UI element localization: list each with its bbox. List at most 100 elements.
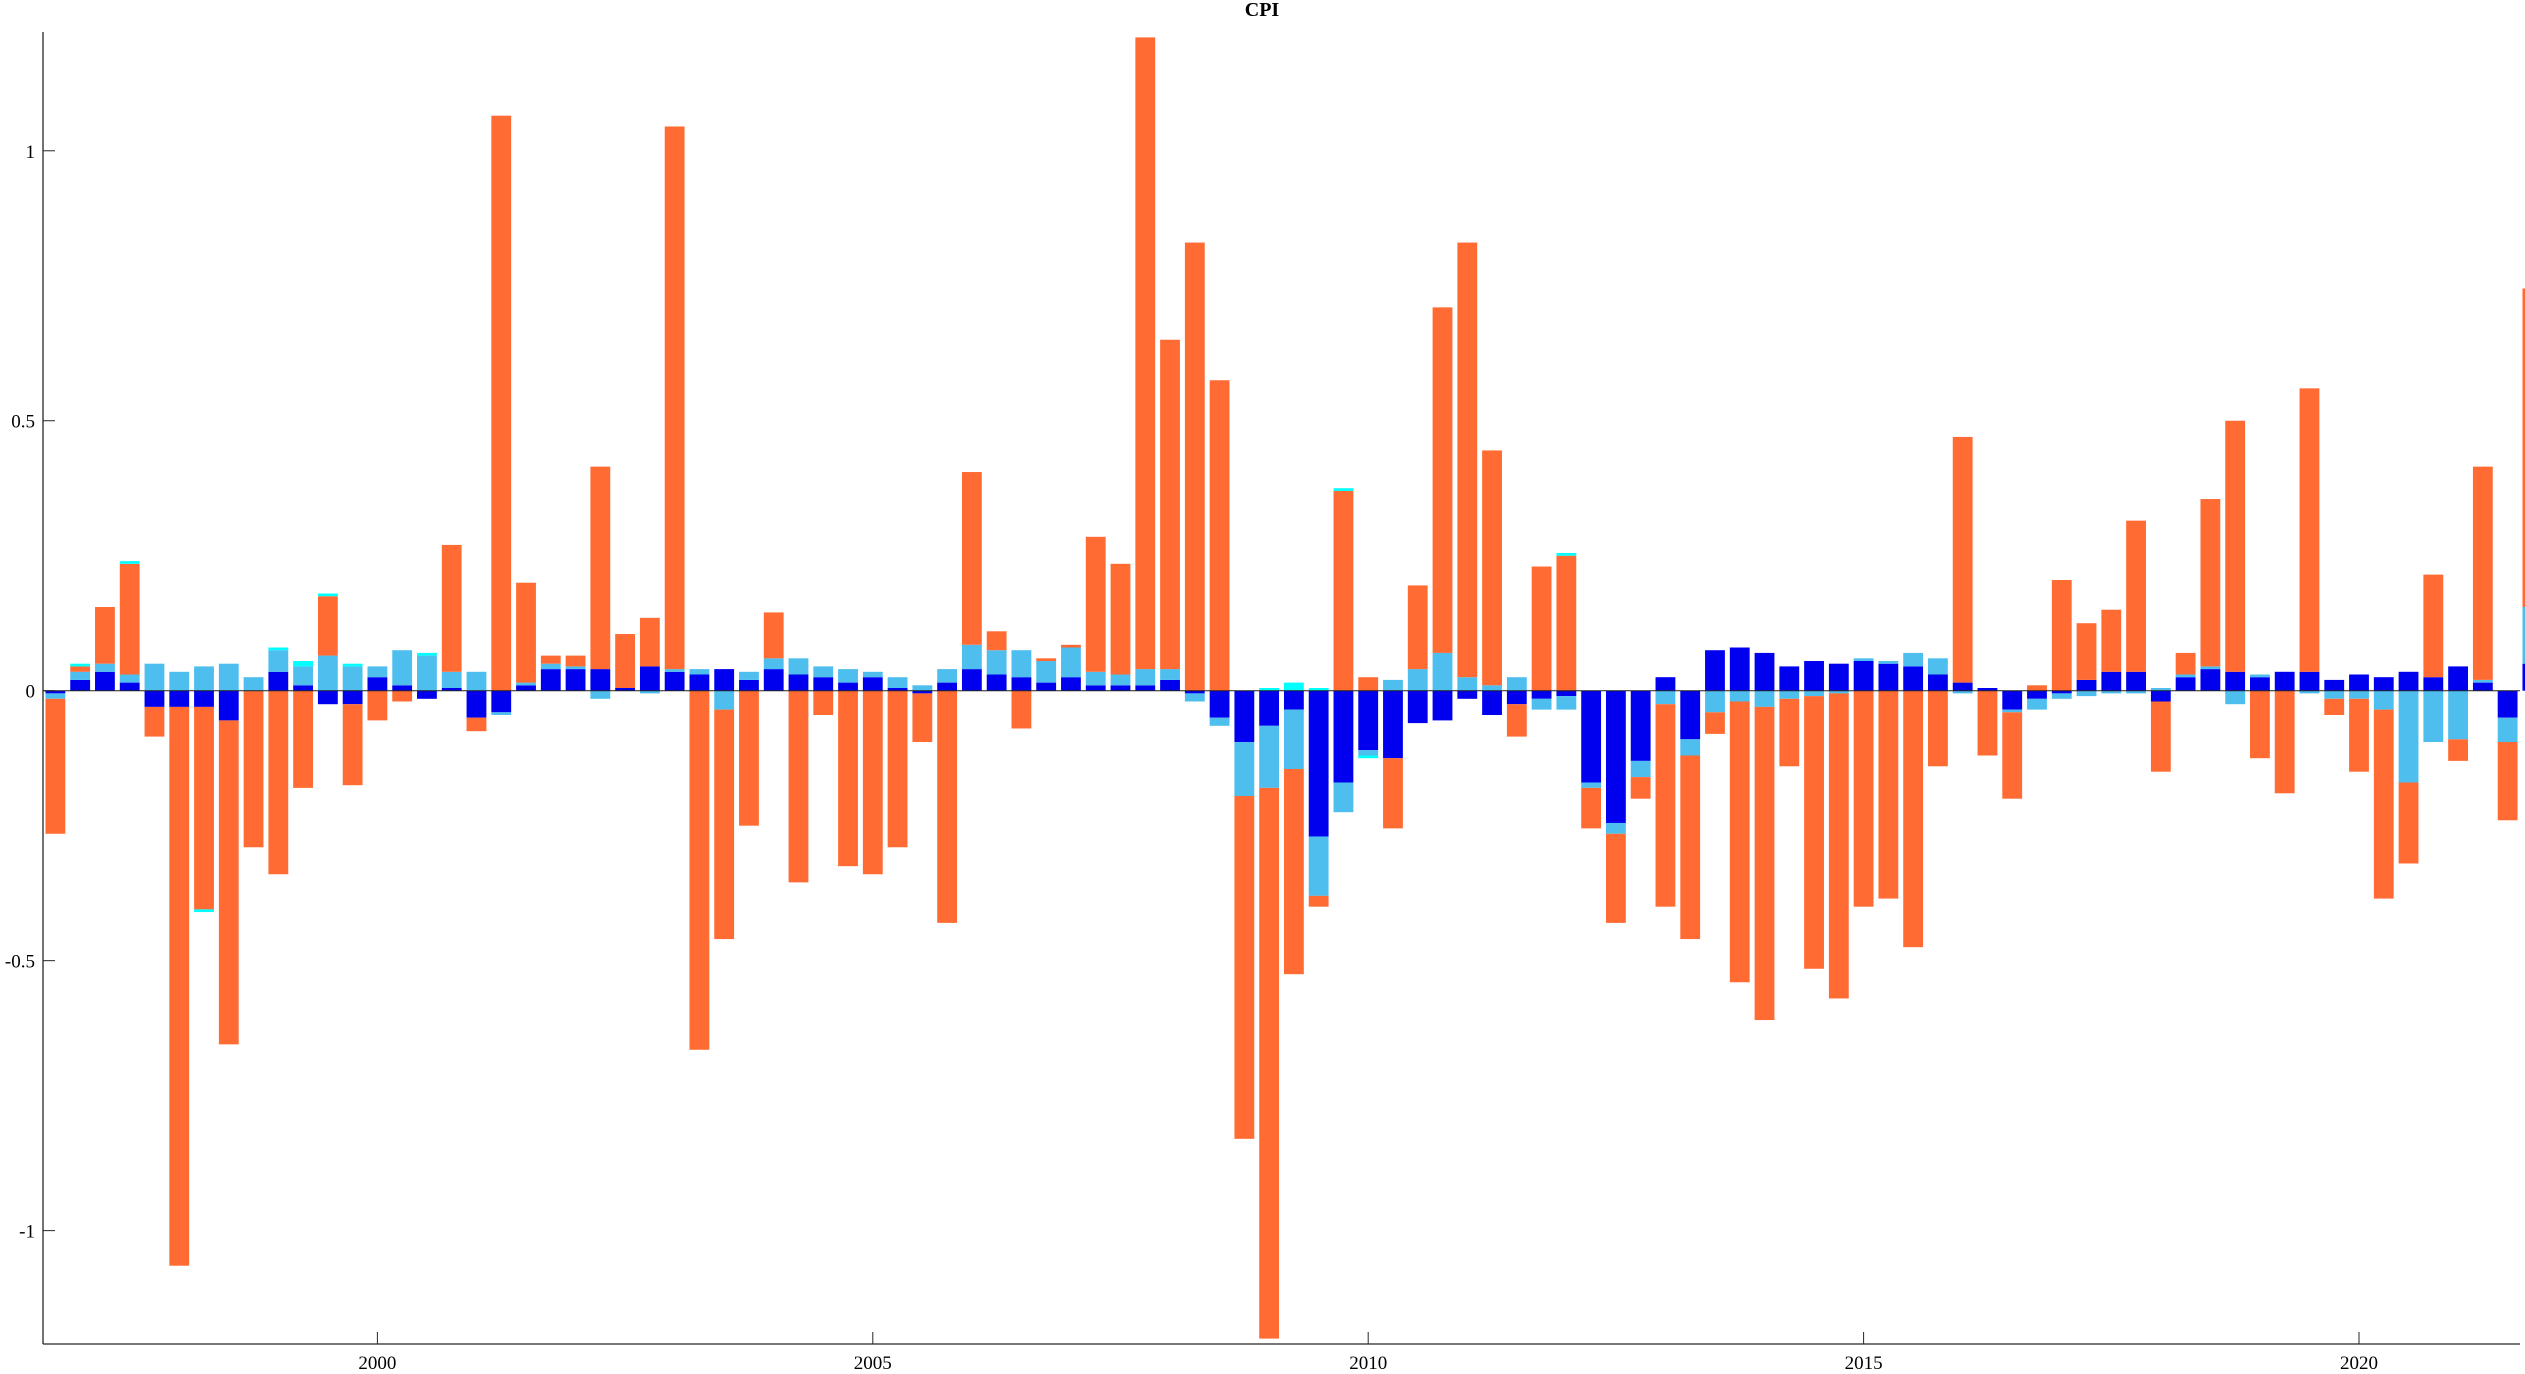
bar-series-2-period-11 [293, 666, 313, 686]
bar-series-2-period-51 [1283, 709, 1304, 769]
bar-series-3-period-29 [739, 690, 759, 826]
bar-series-2-period-65 [1630, 760, 1651, 778]
bar-series-2-period-2 [70, 671, 91, 680]
bar-series-3-period-32 [813, 690, 834, 715]
bar-series-3-period-72 [1804, 696, 1824, 969]
bar-series-1-period-57 [1432, 690, 1453, 721]
bar-series-3-period-2 [70, 666, 91, 672]
bar-series-3-period-19 [491, 115, 512, 691]
bar-series-3-period-14 [367, 690, 388, 721]
bar-series-1-period-7 [194, 690, 214, 707]
x-tick-label: 2015 [1845, 1353, 1883, 1374]
bar-series-1-period-85 [2126, 671, 2146, 691]
bar-series-3-period-93 [2324, 698, 2345, 715]
bar-series-1-period-73 [1828, 663, 1849, 691]
bar-series-1-period-40 [1011, 677, 1032, 691]
bar-series-3-period-24 [615, 634, 636, 688]
y-tick-label: 0 [26, 682, 36, 703]
bar-series-1-period-82 [2051, 690, 2072, 694]
bar-series-2-period-27 [689, 669, 710, 675]
bar-series-1-period-13 [342, 690, 363, 705]
x-tick-label: 2000 [358, 1353, 396, 1374]
bar-series-4-period-12 [317, 593, 338, 597]
bar-series-2-period-22 [565, 666, 586, 670]
bar-series-1-period-53 [1333, 690, 1354, 783]
bar-series-2-period-64 [1605, 822, 1626, 834]
bar-series-3-period-15 [392, 690, 413, 702]
bar-series-2-period-28 [714, 690, 735, 710]
bar-series-1-period-46 [1160, 679, 1180, 691]
bar-series-2-period-60 [1506, 677, 1527, 691]
bar-series-1-period-88 [2200, 669, 2221, 691]
bar-series-3-period-89 [2225, 420, 2246, 672]
bar-series-3-period-75 [1878, 690, 1899, 899]
bar-series-1-period-99 [2472, 682, 2493, 691]
bar-series-3-period-71 [1779, 698, 1800, 767]
bar-series-2-period-74 [1853, 658, 1874, 661]
bar-series-1-period-80 [2002, 690, 2023, 710]
bar-series-2-period-100 [2497, 717, 2518, 742]
bar-series-1-period-67 [1680, 690, 1701, 740]
bar-series-3-period-47 [1184, 242, 1205, 691]
bar-series-1-period-38 [961, 669, 982, 691]
bar-series-1-period-75 [1878, 663, 1899, 691]
bar-series-2-period-85 [2126, 690, 2146, 694]
bar-series-2-period-54 [1358, 750, 1379, 756]
bar-series-3-period-5 [144, 706, 165, 737]
bar-series-3-period-94 [2349, 698, 2369, 772]
bar-series-1-period-83 [2076, 679, 2097, 691]
bar-series-2-period-3 [95, 663, 115, 672]
bar-series-1-period-92 [2299, 671, 2320, 691]
x-tick-label: 2005 [854, 1353, 892, 1374]
bar-series-1-period-86 [2150, 690, 2171, 702]
bar-series-3-period-23 [590, 466, 611, 670]
bar-series-1-period-23 [590, 669, 611, 691]
bar-series-2-period-38 [961, 644, 982, 670]
bar-series-1-period-94 [2349, 674, 2369, 691]
bar-series-1-period-97 [2423, 677, 2444, 691]
bar-series-1-period-74 [1853, 661, 1874, 691]
bar-series-2-period-59 [1482, 685, 1502, 691]
bar-series-1-period-5 [144, 690, 165, 707]
bar-series-3-period-12 [317, 596, 338, 656]
bar-series-3-period-7 [194, 706, 214, 910]
bar-series-3-period-79 [1977, 690, 1998, 756]
bar-series-3-period-57 [1432, 307, 1453, 653]
y-tick-label: 0.5 [11, 412, 35, 433]
bar-series-1-period-59 [1482, 690, 1502, 715]
bar-series-2-period-47 [1184, 693, 1205, 702]
axes-group: -1 -0.5 0 0.5 1 2000 2005 2010 2015 2020 [5, 32, 2520, 1374]
bar-series-2-period-83 [2076, 690, 2097, 697]
bar-series-1-period-101 [2522, 663, 2525, 691]
bar-series-1-period-64 [1605, 690, 1626, 823]
bar-series-3-period-60 [1506, 704, 1527, 737]
bar-series-1-period-58 [1457, 690, 1478, 699]
bar-series-3-period-95 [2373, 709, 2394, 899]
bar-series-1-period-35 [887, 688, 908, 691]
chart-title: CPI [1245, 0, 1280, 21]
bar-series-1-period-12 [317, 690, 338, 705]
bar-series-2-period-80 [2002, 709, 2023, 713]
bar-series-2-period-49 [1234, 741, 1255, 796]
bar-series-3-period-39 [986, 631, 1007, 651]
bar-series-3-period-27 [689, 690, 710, 1050]
bar-series-3-period-44 [1110, 563, 1131, 675]
bar-series-3-period-68 [1705, 712, 1725, 734]
bar-series-3-period-87 [2175, 652, 2196, 675]
bar-series-2-period-67 [1680, 739, 1701, 756]
bar-series-3-period-91 [2274, 690, 2295, 794]
bar-series-2-period-90 [2250, 674, 2270, 678]
bar-series-3-period-58 [1457, 242, 1478, 678]
bar-series-3-period-26 [664, 126, 685, 670]
bar-series-1-period-29 [739, 679, 759, 691]
bar-series-4-period-62 [1556, 553, 1577, 556]
bar-series-2-period-50 [1259, 725, 1280, 788]
bar-series-2-period-31 [788, 658, 809, 675]
bar-series-3-period-69 [1729, 701, 1750, 983]
bar-series-1-period-65 [1630, 690, 1651, 761]
bar-series-4-period-52 [1308, 688, 1329, 691]
bar-series-2-period-35 [887, 677, 908, 688]
bar-series-2-period-77 [1928, 658, 1948, 675]
bar-series-2-period-23 [590, 690, 611, 699]
bar-series-3-period-51 [1283, 768, 1304, 975]
